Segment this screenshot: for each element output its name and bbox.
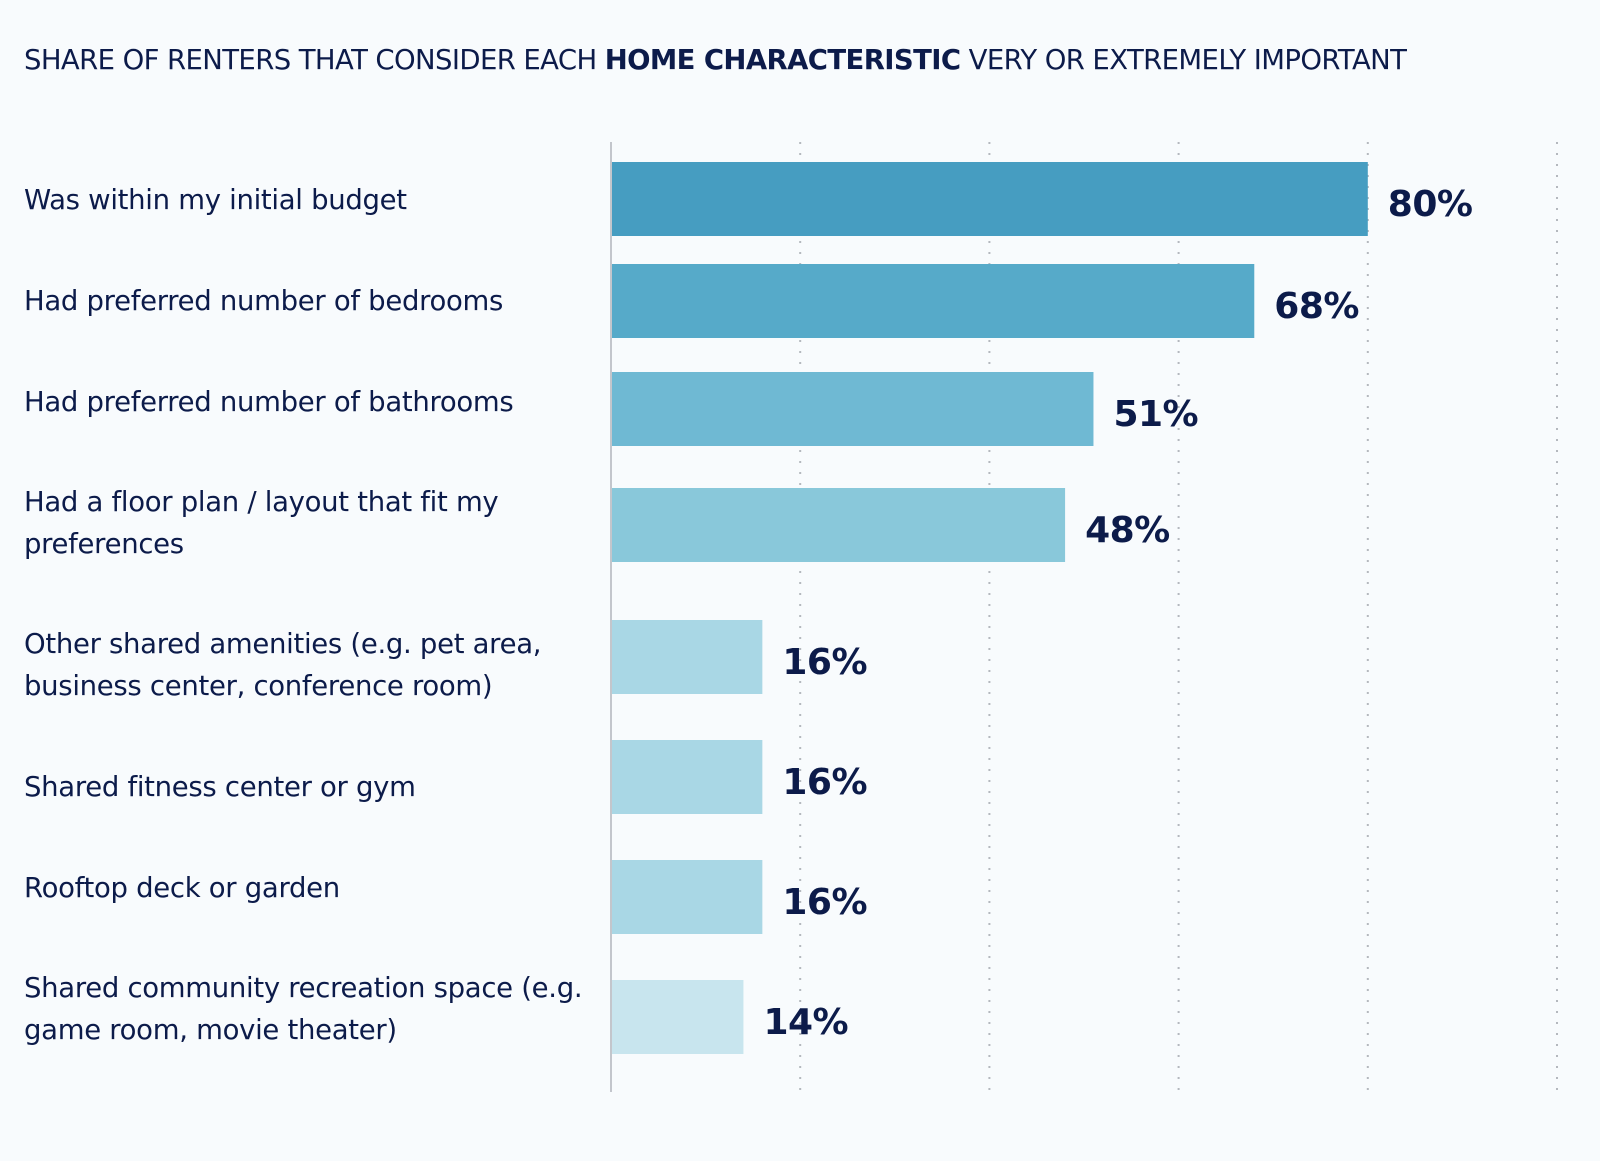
category-label-5: Other shared amenities (e.g. pet area, b…: [24, 628, 542, 702]
bar-4: [611, 488, 1066, 562]
value-label-4: 48%: [1085, 510, 1170, 551]
value-label-7: 16%: [782, 882, 868, 923]
bar-3: [611, 372, 1094, 446]
value-label-1: 80%: [1387, 184, 1473, 225]
bar-2: [611, 264, 1255, 338]
chart-title-suffix: VERY OR EXTREMELY IMPORTANT: [960, 44, 1407, 76]
value-label-3: 51%: [1113, 394, 1199, 435]
bar-6: [611, 740, 763, 814]
chart-title-emphasis: HOME CHARACTERISTIC: [604, 44, 961, 76]
category-label-1: Was within my initial budget: [24, 184, 407, 216]
bar-1: [611, 162, 1368, 236]
category-label-6: Shared fitness center or gym: [24, 771, 416, 803]
category-label-4: Had a floor plan / layout that fit my pr…: [24, 486, 499, 560]
bars: [611, 162, 1368, 1054]
chart-title-prefix: SHARE OF RENTERS THAT CONSIDER EACH: [24, 44, 605, 76]
category-label-8: Shared community recreation space (e.g. …: [24, 972, 583, 1046]
chart-title: SHARE OF RENTERS THAT CONSIDER EACH HOME…: [24, 44, 1584, 76]
bar-8: [611, 980, 744, 1054]
category-label-2: Had preferred number of bedrooms: [24, 285, 504, 317]
value-label-2: 68%: [1274, 286, 1359, 327]
bar-7: [611, 860, 763, 934]
category-label-7: Rooftop deck or garden: [24, 872, 340, 904]
value-label-6: 16%: [782, 762, 868, 803]
category-label-3: Had preferred number of bathrooms: [24, 386, 514, 418]
gridlines: [799, 142, 1558, 1092]
value-label-5: 16%: [782, 642, 868, 683]
bar-5: [611, 620, 763, 694]
value-label-8: 14%: [763, 1002, 849, 1043]
